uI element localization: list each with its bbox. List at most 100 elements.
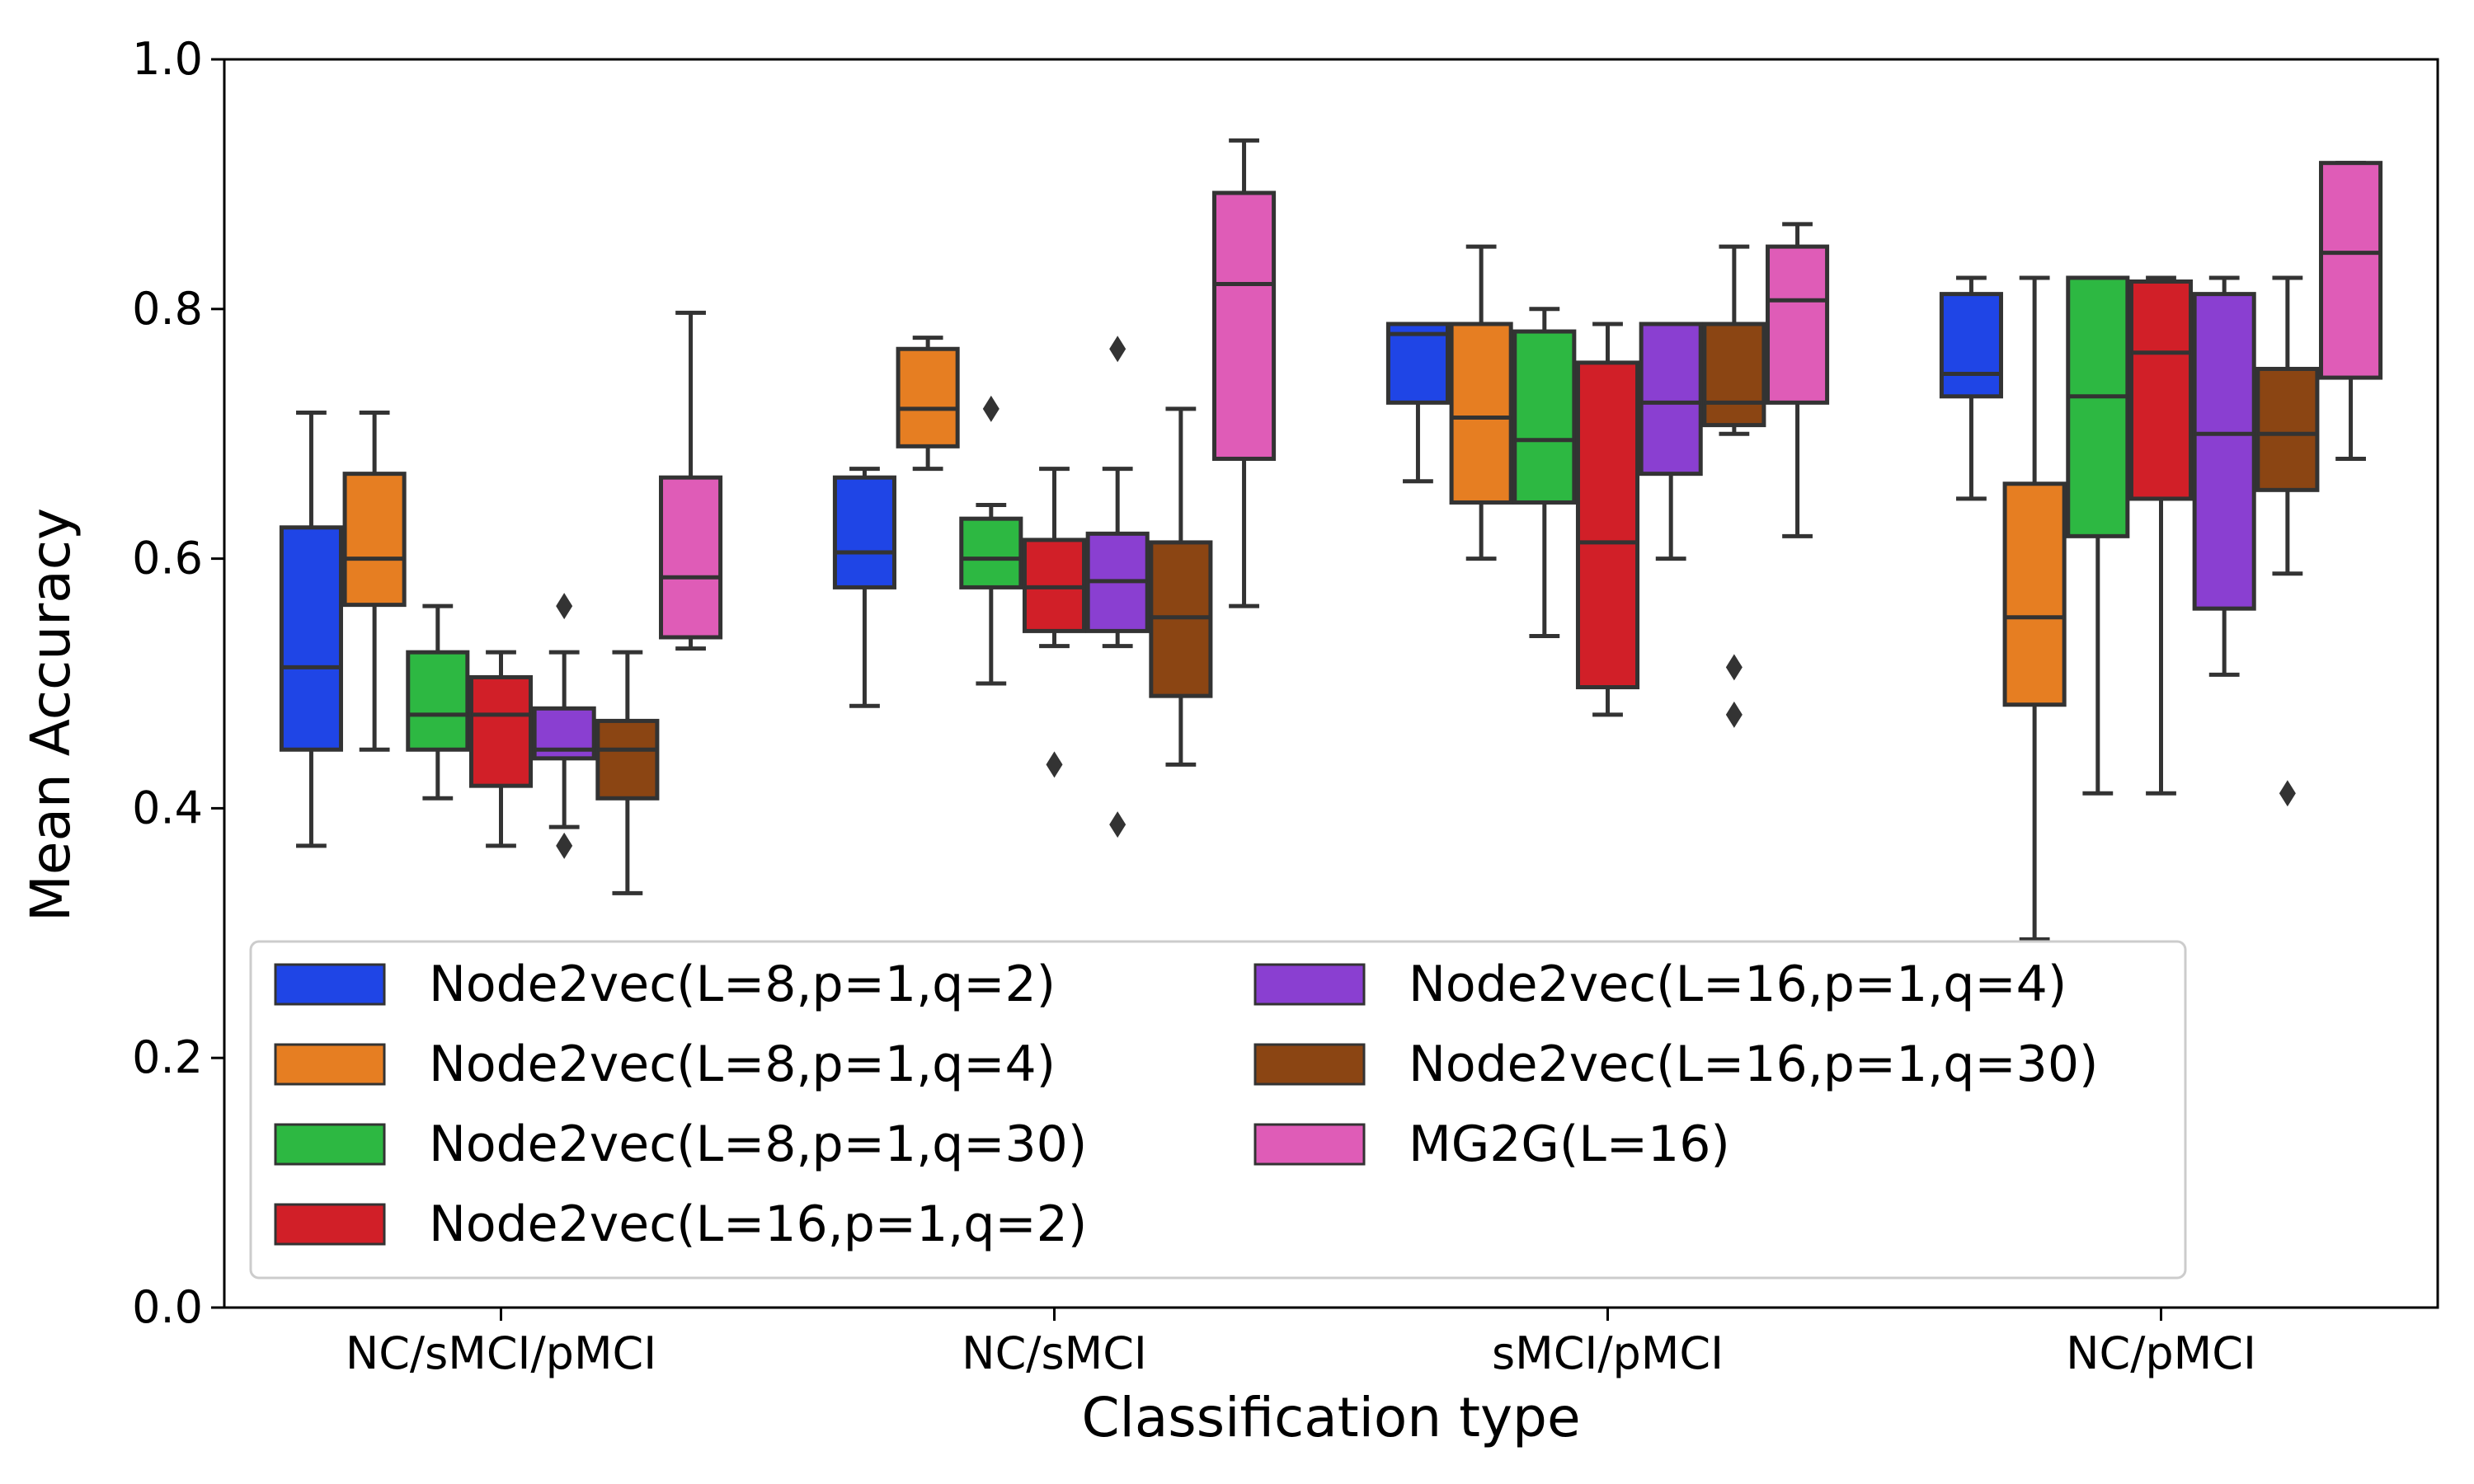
legend-label: Node2vec(L=16,p=1,q=30) [1409, 1036, 2098, 1093]
plot-area [279, 138, 2383, 942]
x-tick-label: sMCI/pMCI [1492, 1327, 1724, 1379]
box-1-0 [342, 410, 407, 752]
box-6-0 [659, 310, 723, 651]
box-body [1212, 190, 1277, 461]
outlier-point [1046, 751, 1063, 778]
box-6-1 [1212, 138, 1277, 608]
box-0-2 [1385, 322, 1450, 484]
x-tick-label: NC/sMCI/pMCI [346, 1327, 656, 1379]
box-body [1639, 322, 1703, 477]
legend-swatch [274, 963, 386, 1006]
box-body [896, 346, 960, 448]
box-body [959, 516, 1023, 589]
box-3-2 [1575, 322, 1640, 717]
box-5-2 [1702, 244, 1766, 728]
legend-label: MG2G(L=16) [1409, 1115, 1730, 1173]
y-tick-label: 0.6 [132, 533, 203, 585]
y-tick-label: 0.2 [132, 1031, 203, 1083]
y-tick-label: 1.0 [132, 33, 203, 85]
box-body [342, 472, 407, 608]
box-4-3 [2192, 275, 2256, 677]
x-axis-label: Classification type [1081, 1386, 1580, 1449]
box-body [659, 475, 723, 640]
box-1-1 [896, 336, 960, 472]
legend-entry: Node2vec(L=16,p=1,q=30) [1253, 1036, 2098, 1093]
box-3-0 [468, 650, 534, 848]
box-body [406, 650, 470, 752]
legend-entry: Node2vec(L=16,p=1,q=2) [274, 1195, 1087, 1253]
x-tick-label: NC/pMCI [2066, 1327, 2256, 1379]
legend-swatch [274, 1043, 386, 1086]
box-4-0 [532, 593, 596, 859]
box-0-1 [832, 467, 896, 708]
box-body [1702, 322, 1766, 428]
legend: Node2vec(L=8,p=1,q=2) Node2vec(L=8,p=1,q=… [249, 940, 2187, 1280]
box-body [468, 674, 534, 788]
box-3-1 [1022, 467, 1087, 778]
box-body [279, 525, 343, 752]
box-body [1766, 244, 1830, 405]
box-body [1939, 292, 2003, 399]
box-2-1 [959, 395, 1023, 686]
legend-box [249, 940, 2187, 1280]
box-3-3 [2128, 275, 2194, 796]
box-0-3 [1939, 275, 2003, 501]
box-body [832, 475, 896, 589]
outlier-point [1109, 811, 1126, 838]
box-1-3 [2002, 275, 2067, 942]
legend-entry: Node2vec(L=16,p=1,q=4) [1253, 956, 2067, 1013]
legend-entry: Node2vec(L=8,p=1,q=30) [274, 1115, 1087, 1173]
box-body [1512, 329, 1577, 505]
box-body [2002, 481, 2067, 707]
y-tick-label: 0.8 [132, 283, 203, 335]
box-6-2 [1766, 222, 1830, 538]
axes: 0.0 0.2 0.4 0.6 0.8 1.0 NC/sMCI/pMCI NC/sMCI sMC… [132, 33, 2439, 1379]
box-body [2066, 275, 2130, 538]
box-2-3 [2066, 275, 2130, 796]
plot-frame [223, 58, 2439, 1309]
legend-swatch [274, 1123, 386, 1166]
box-4-2 [1639, 322, 1703, 561]
outlier-point [556, 832, 573, 859]
outlier-point [982, 395, 999, 422]
legend-swatch [1253, 1123, 1366, 1166]
legend-swatch [1253, 963, 1366, 1006]
y-tick-label: 0.0 [132, 1281, 203, 1333]
legend-label: Node2vec(L=16,p=1,q=4) [1409, 956, 2067, 1013]
box-body [2192, 292, 2256, 611]
box-body [2128, 279, 2194, 501]
box-5-1 [1149, 406, 1213, 767]
legend-entry: Node2vec(L=8,p=1,q=4) [274, 1036, 1056, 1093]
legend-swatch [274, 1203, 386, 1246]
legend-label: Node2vec(L=8,p=1,q=30) [429, 1115, 1087, 1173]
box-body [2255, 366, 2320, 492]
legend-label: Node2vec(L=8,p=1,q=2) [429, 956, 1056, 1013]
box-0-0 [279, 410, 343, 848]
outlier-point [556, 593, 573, 620]
box-2-2 [1512, 307, 1577, 638]
outlier-point [1725, 654, 1743, 681]
y-axis-label: Mean Accuracy [19, 508, 82, 922]
box-2-0 [406, 603, 470, 801]
box-5-3 [2255, 275, 2320, 807]
x-tick-label: NC/sMCI [962, 1327, 1147, 1379]
y-tick-label: 0.4 [132, 782, 203, 834]
box-1-2 [1449, 244, 1513, 561]
box-body [1575, 360, 1640, 690]
legend-label: Node2vec(L=16,p=1,q=2) [429, 1195, 1087, 1253]
outlier-point [1109, 336, 1126, 363]
box-5-0 [595, 650, 660, 895]
legend-label: Node2vec(L=8,p=1,q=4) [429, 1036, 1056, 1093]
outlier-point [1725, 701, 1743, 728]
box-body [2319, 161, 2383, 380]
legend-swatch [1253, 1043, 1366, 1086]
legend-entry: MG2G(L=16) [1253, 1115, 1730, 1173]
box-body [1449, 322, 1513, 505]
box-4-1 [1085, 336, 1150, 838]
legend-entry: Node2vec(L=8,p=1,q=2) [274, 956, 1056, 1013]
box-body [595, 718, 660, 801]
box-body [1385, 322, 1450, 405]
outlier-point [2279, 780, 2296, 807]
box-6-3 [2319, 161, 2383, 461]
